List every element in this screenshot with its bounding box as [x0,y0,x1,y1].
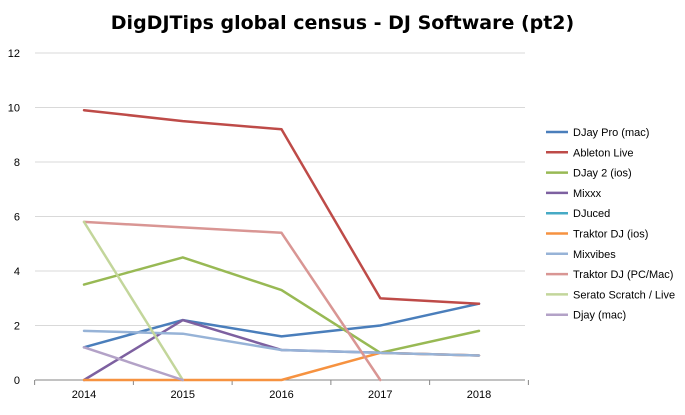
y-tick-label: 12 [8,48,20,60]
series-line-7 [82,220,382,382]
x-tick-label: 2014 [72,389,96,401]
series-line-8 [82,220,185,382]
legend-label: Ableton Live [573,147,634,159]
y-tick-label: 4 [14,266,20,278]
y-tick-label: 2 [14,321,20,333]
legend-label: Djay (mac) [573,310,626,322]
legend-label: DJay Pro (mac) [573,127,649,139]
y-tick-label: 10 [8,103,20,115]
x-tick-label: 2016 [269,389,293,401]
x-tick-label: 2015 [171,389,195,401]
series-line-1 [82,108,481,305]
series-line-9 [82,346,185,382]
series-line-2 [82,256,481,355]
legend-label: DJay 2 (ios) [573,168,632,180]
y-tick-label: 6 [14,212,20,224]
legend-layer: DJay Pro (mac) Ableton Live DJay 2 (ios) Mi… [546,127,675,322]
legend-label: Mixxx [573,188,602,200]
legend-label: Mixvibes [573,249,616,261]
y-tick-label: 0 [14,375,20,387]
chart-title: DigDJTips global census - DJ Software (p… [110,12,575,34]
series-layer [82,108,481,382]
y-tick-label: 8 [14,157,20,169]
legend-label: Traktor DJ (PC/Mac) [573,269,673,281]
x-tick-label: 2018 [467,389,491,401]
series-line-6 [82,329,481,357]
legend-label: Serato Scratch / Live [573,289,675,301]
legend-label: Traktor DJ (ios) [573,229,648,241]
legend-label: DJuced [573,208,610,220]
grid-layer [35,52,525,326]
x-tick-label: 2017 [368,389,392,401]
